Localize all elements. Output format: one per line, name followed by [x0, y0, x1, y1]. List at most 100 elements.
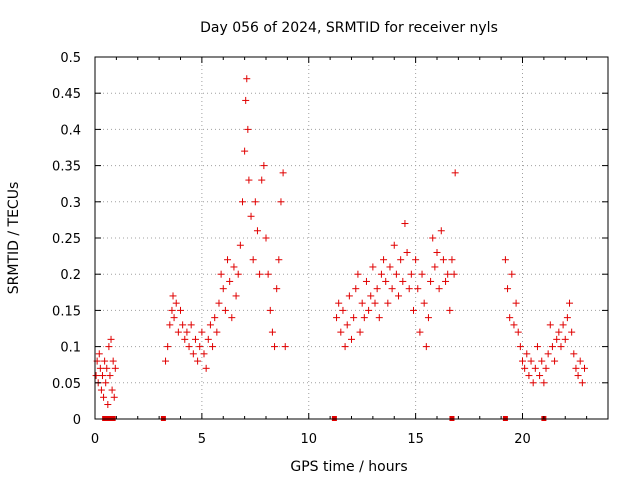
data-point [170, 314, 178, 322]
data-point [264, 270, 272, 278]
data-point [242, 96, 250, 104]
grid [95, 57, 608, 419]
y-tick-label: 0.45 [52, 87, 81, 102]
data-point [281, 343, 289, 351]
y-tick-label: 0.2 [60, 268, 81, 283]
data-point [249, 256, 257, 264]
data-point [546, 321, 554, 329]
data-point [401, 220, 409, 228]
axis-ticks: 0 0.05 0.1 0.15 0.2 0.25 0.3 0.35 0.4 0.45 0.5 0 5 10… [52, 51, 609, 447]
data-point [429, 234, 437, 242]
data-point [371, 299, 379, 307]
data-point [403, 248, 411, 256]
data-point [97, 386, 105, 394]
data-point [373, 285, 381, 293]
data-point [382, 277, 390, 285]
data-point [553, 335, 561, 343]
data-point [102, 379, 110, 387]
data-point [427, 277, 435, 285]
data-point [527, 357, 535, 365]
data-point [568, 328, 576, 336]
data-point [521, 364, 529, 372]
data-point [416, 328, 424, 336]
data-point [536, 372, 544, 380]
x-tick-label: 15 [407, 432, 424, 447]
data-point [219, 285, 227, 293]
x-axis-label: GPS time / hours [290, 459, 407, 475]
data-point [365, 306, 373, 314]
data-point [531, 364, 539, 372]
data-point [341, 343, 349, 351]
data-point [542, 364, 550, 372]
data-point [407, 270, 415, 278]
y-tick-label: 0 [73, 413, 81, 428]
data-point [339, 306, 347, 314]
data-point [506, 314, 514, 322]
data-point [243, 75, 251, 83]
data-point [529, 379, 537, 387]
data-point [206, 321, 214, 329]
data-point [343, 321, 351, 329]
data-point [555, 328, 563, 336]
data-point [450, 270, 458, 278]
data-point [448, 256, 456, 264]
data-point [215, 299, 223, 307]
data-point [179, 321, 187, 329]
data-point [570, 350, 578, 358]
data-point [262, 234, 270, 242]
data-point [380, 256, 388, 264]
data-point [103, 364, 111, 372]
data-point [451, 169, 459, 177]
x-tick-label: 5 [198, 432, 206, 447]
data-point [92, 372, 100, 380]
data-point [111, 364, 119, 372]
x-tick-label: 20 [514, 432, 531, 447]
data-point [348, 335, 355, 343]
data-point [279, 169, 287, 177]
data-point [245, 176, 253, 184]
data-point [213, 328, 221, 336]
data-point [548, 343, 556, 351]
data-point [166, 321, 174, 329]
data-point [177, 306, 184, 314]
y-tick-label: 0.25 [52, 232, 81, 247]
data-point [431, 263, 439, 271]
data-point [399, 277, 407, 285]
data-point [181, 335, 189, 343]
data-point [405, 285, 413, 293]
data-point [172, 299, 180, 307]
data-point [333, 314, 341, 322]
data-point [234, 270, 242, 278]
data-point [187, 321, 195, 329]
data-point [414, 285, 422, 293]
data-point [105, 343, 113, 351]
data-point [356, 328, 364, 336]
data-point [268, 328, 276, 336]
data-point [369, 263, 377, 271]
data-point [236, 241, 244, 249]
data-point [437, 227, 445, 235]
data-point [253, 227, 261, 235]
data-point [572, 364, 580, 372]
data-point [198, 328, 206, 336]
data-point [258, 176, 266, 184]
data-point [228, 314, 236, 322]
data-point [501, 256, 509, 264]
data-point [409, 306, 417, 314]
data-point [277, 198, 285, 206]
data-point [540, 379, 548, 387]
data-point [384, 299, 392, 307]
data-point [578, 379, 586, 387]
data-point [185, 343, 193, 351]
y-tick-label: 0.5 [60, 51, 81, 66]
data-point [238, 198, 246, 206]
data-point [358, 299, 366, 307]
data-point [446, 306, 454, 314]
data-point [544, 350, 552, 358]
data-point [271, 343, 279, 351]
data-point [168, 306, 176, 314]
data-point [191, 335, 199, 343]
data-point [104, 401, 112, 409]
data-point [224, 256, 232, 264]
